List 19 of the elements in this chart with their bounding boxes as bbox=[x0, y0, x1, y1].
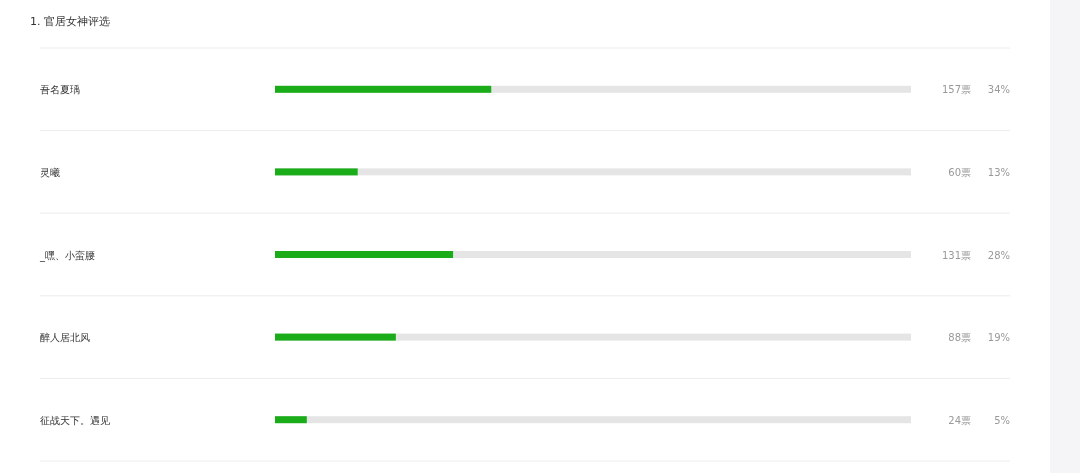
data-label: 13% bbox=[987, 166, 1010, 178]
y-tick-label: 征战天下。遇见 bbox=[40, 414, 110, 426]
data-label: 19% bbox=[987, 332, 1010, 344]
text: 1. 官居女神评选 bbox=[30, 15, 110, 28]
text: 24票 bbox=[948, 414, 971, 426]
y-tick-label: 灵曦 bbox=[40, 166, 60, 178]
data-label: 28% bbox=[987, 249, 1010, 261]
text: 60票 bbox=[948, 166, 971, 178]
data-label: 34% bbox=[987, 84, 1010, 96]
y-tick-label: 吾名夏瑀 bbox=[40, 84, 80, 96]
y-tick-label: 醉人居北风 bbox=[40, 332, 90, 344]
bar bbox=[275, 416, 307, 424]
text: 157票 bbox=[941, 84, 971, 96]
data-label: 5% bbox=[994, 414, 1010, 426]
bar bbox=[275, 168, 358, 176]
y-tick-label: _嘿、小蛮腰 bbox=[39, 249, 95, 262]
text: 88票 bbox=[948, 332, 971, 344]
bar bbox=[275, 333, 396, 341]
text: 131票 bbox=[941, 249, 971, 261]
